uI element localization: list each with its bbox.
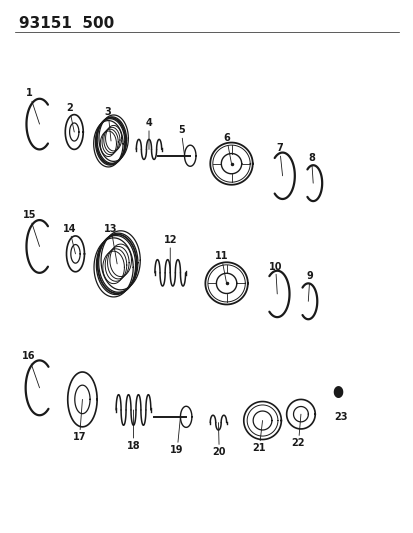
Text: 8: 8	[307, 153, 314, 183]
Text: 1: 1	[26, 88, 40, 124]
Text: 11: 11	[214, 251, 228, 284]
Text: 16: 16	[22, 351, 40, 388]
Text: 23: 23	[333, 412, 347, 422]
Text: 14: 14	[62, 223, 76, 254]
Text: 15: 15	[23, 211, 40, 246]
Polygon shape	[334, 387, 342, 397]
Text: 19: 19	[170, 417, 183, 455]
Text: 2: 2	[66, 103, 74, 132]
Text: 7: 7	[275, 143, 282, 176]
Text: 5: 5	[178, 125, 184, 156]
Text: 10: 10	[268, 262, 282, 294]
Text: 93151  500: 93151 500	[19, 16, 114, 31]
Text: 3: 3	[104, 108, 111, 141]
Text: 6: 6	[223, 133, 231, 164]
Text: 21: 21	[252, 421, 266, 454]
Text: 9: 9	[306, 271, 313, 301]
Text: 4: 4	[145, 118, 152, 149]
Text: 17: 17	[73, 399, 86, 442]
Text: 22: 22	[291, 414, 304, 448]
Text: 20: 20	[212, 423, 225, 457]
Text: 13: 13	[104, 223, 117, 264]
Text: 18: 18	[126, 410, 140, 451]
Text: 12: 12	[163, 235, 177, 273]
